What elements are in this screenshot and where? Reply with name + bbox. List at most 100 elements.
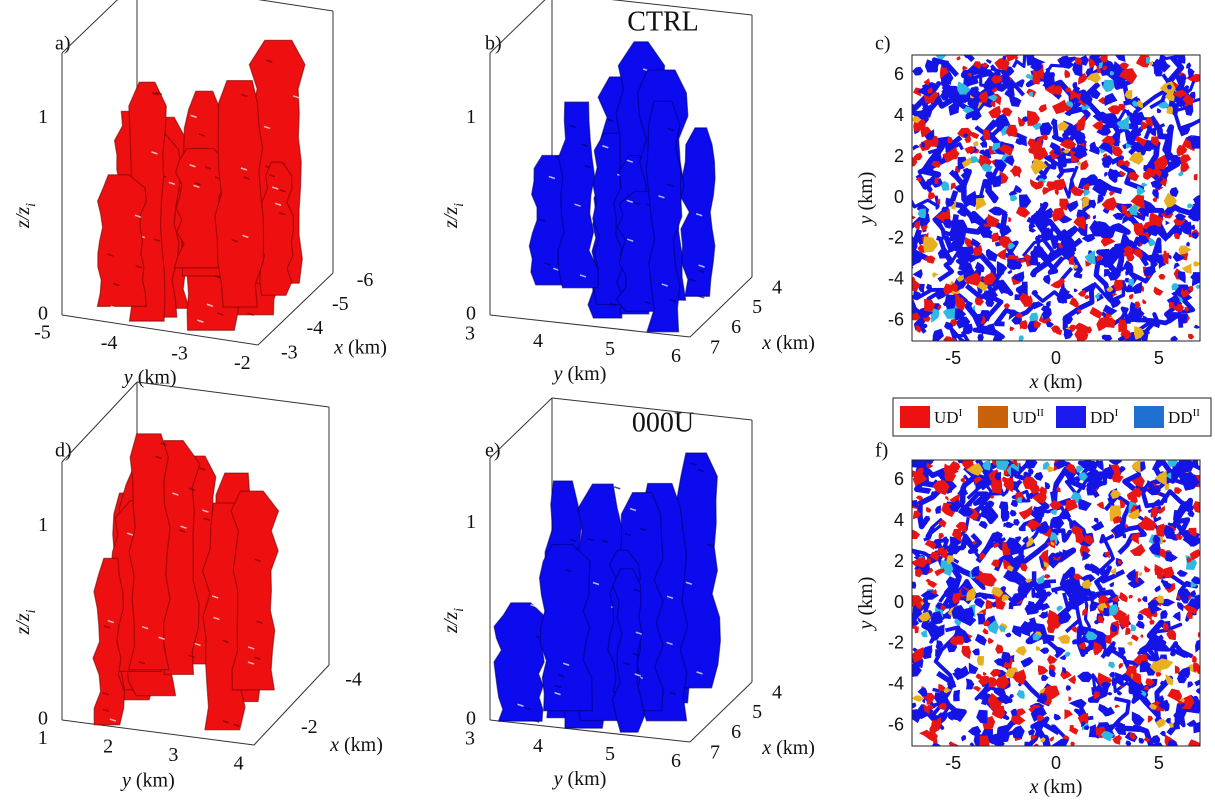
structure-blob bbox=[1195, 639, 1200, 653]
axis-var: x bbox=[1029, 776, 1039, 798]
y-tick-label: 6 bbox=[894, 469, 904, 489]
legend-entry: DDII bbox=[1168, 407, 1200, 427]
axis-var: y bbox=[120, 769, 131, 791]
structure-blob bbox=[1020, 563, 1028, 572]
structure-blob bbox=[1101, 144, 1109, 150]
structure-blob bbox=[929, 551, 940, 562]
structure-blob bbox=[1109, 581, 1115, 588]
axis-unit: (km) bbox=[138, 366, 177, 388]
structure-blob bbox=[1131, 306, 1143, 323]
structure-blob bbox=[1098, 224, 1116, 239]
structure-blob bbox=[945, 197, 955, 208]
structure-blob bbox=[1142, 199, 1156, 214]
structure-blob bbox=[982, 460, 991, 471]
axis-var: y bbox=[855, 620, 877, 631]
structure-blob bbox=[1052, 516, 1065, 530]
structure-blob bbox=[1030, 734, 1038, 741]
structure-blob bbox=[1127, 578, 1144, 588]
structure-blob bbox=[953, 184, 965, 194]
structure-blob bbox=[1127, 172, 1140, 182]
structure-blob bbox=[1092, 181, 1108, 197]
structure-blob bbox=[1041, 227, 1054, 241]
isosurface bbox=[679, 127, 716, 297]
structure-blob bbox=[1101, 334, 1108, 340]
structure-blob bbox=[1166, 106, 1174, 115]
structure-blob bbox=[961, 196, 976, 207]
structure-blob bbox=[1064, 709, 1073, 720]
surface-shade bbox=[222, 639, 229, 644]
panel-label: f) bbox=[875, 440, 888, 462]
downdraft-filament bbox=[1116, 524, 1147, 555]
structure-blob bbox=[996, 460, 1010, 471]
structure-blob bbox=[994, 159, 1007, 173]
structure-blob bbox=[1062, 314, 1074, 327]
structure-blob bbox=[935, 205, 940, 211]
structure-blob bbox=[1039, 647, 1050, 654]
surface-shade bbox=[214, 275, 221, 279]
structure-blob bbox=[962, 167, 970, 174]
structure-blob bbox=[1062, 549, 1071, 558]
box-edge bbox=[136, 381, 330, 408]
surface-shade bbox=[614, 486, 621, 490]
structure-blob bbox=[927, 87, 933, 94]
structure-blob bbox=[990, 174, 1002, 188]
structure-blob bbox=[1110, 623, 1118, 633]
box-edge bbox=[611, 0, 753, 16]
axis-unit: (km) bbox=[348, 336, 387, 358]
structure-blob bbox=[973, 313, 983, 324]
y-tick-label: 1 bbox=[38, 727, 48, 749]
structure-blob bbox=[952, 665, 970, 681]
box-edge bbox=[489, 719, 691, 743]
structure-blob bbox=[1012, 725, 1025, 739]
structure-blob bbox=[1132, 96, 1138, 103]
structure-blob bbox=[1015, 206, 1031, 218]
structure-blob bbox=[1145, 678, 1155, 687]
structure-blob bbox=[1009, 560, 1019, 569]
structure-blob bbox=[1142, 298, 1147, 304]
y-axis-label: y (km) bbox=[552, 767, 607, 789]
structure-blob bbox=[1011, 625, 1023, 638]
y-axis-label: y (km) bbox=[552, 362, 607, 384]
legend-entry: DDI bbox=[1090, 407, 1119, 427]
structure-blob bbox=[1131, 475, 1145, 488]
structure-blob bbox=[996, 693, 1004, 703]
structure-blob bbox=[1192, 194, 1200, 205]
x-tick-label: -6 bbox=[357, 269, 374, 291]
structure-blob bbox=[1170, 651, 1176, 657]
structure-blob bbox=[1059, 198, 1070, 211]
structure-blob bbox=[913, 556, 919, 560]
structure-blob bbox=[977, 692, 988, 700]
structure-blob bbox=[1143, 165, 1148, 171]
structure-blob bbox=[1156, 108, 1162, 114]
structure-blob bbox=[1094, 291, 1100, 299]
x-tick-label: 0 bbox=[1051, 348, 1061, 368]
structure-blob bbox=[1126, 253, 1135, 262]
structure-blob bbox=[1171, 154, 1180, 164]
structure-blob bbox=[1167, 688, 1183, 703]
surface-shade bbox=[160, 442, 167, 446]
structure-blob bbox=[978, 91, 989, 103]
structure-blob bbox=[1176, 674, 1188, 684]
surface-shade bbox=[707, 543, 714, 547]
structure-blob bbox=[1030, 158, 1048, 176]
structure-blob bbox=[958, 208, 969, 218]
structure-blob bbox=[1072, 61, 1083, 77]
legend-name: UD bbox=[1012, 408, 1037, 427]
structure-blob bbox=[1083, 725, 1090, 730]
structure-blob bbox=[983, 223, 989, 228]
structure-blob bbox=[1085, 563, 1101, 577]
surface-shade bbox=[607, 118, 614, 123]
y-tick-label: 6 bbox=[671, 345, 681, 367]
surface-shade bbox=[203, 517, 210, 521]
structure-blob bbox=[1085, 260, 1092, 267]
surface-shade bbox=[172, 492, 179, 496]
structure-blob bbox=[1072, 587, 1083, 601]
structure-blob bbox=[912, 470, 921, 478]
structure-blob bbox=[1159, 730, 1166, 737]
structure-blob bbox=[1128, 204, 1138, 216]
x-tick-label: 7 bbox=[710, 337, 720, 359]
structure-blob bbox=[1135, 504, 1141, 511]
surface-shade bbox=[135, 265, 142, 269]
structure-blob bbox=[957, 488, 969, 498]
structure-blob bbox=[1096, 501, 1105, 510]
